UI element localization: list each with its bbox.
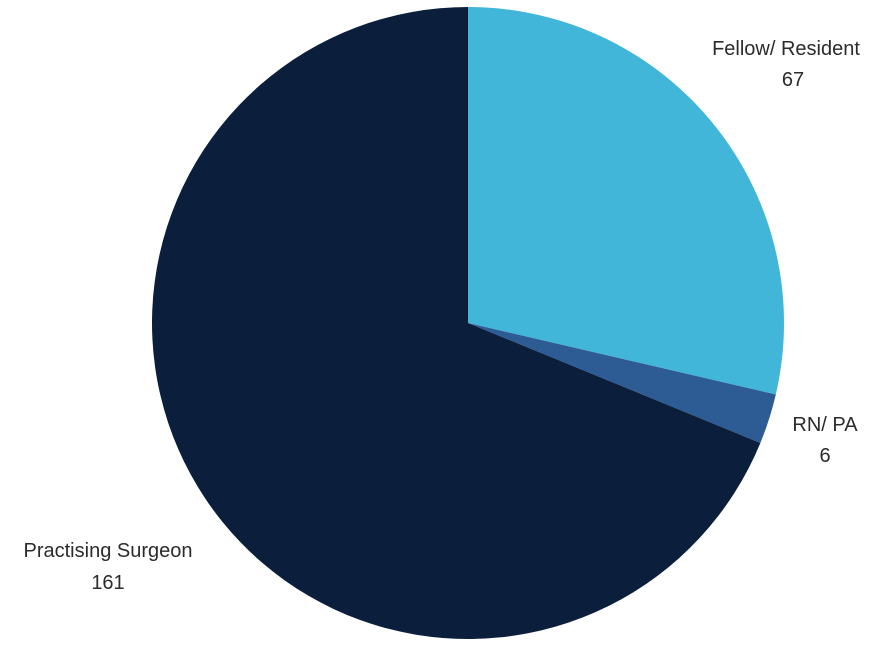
slice-label-rn-pa: RN/ PA [792,414,858,436]
slice-value-practising-surgeon: 161 [91,572,124,594]
labels-layer: Fellow/ Resident 67 RN/ PA 6 Practising … [24,38,861,594]
pie-slice-practising-surgeon [152,7,761,639]
pie-slice-rn-pa [468,323,776,443]
slice-label-fellow-resident: Fellow/ Resident [712,38,860,60]
slices-layer [152,7,785,639]
slice-label-practising-surgeon: Practising Surgeon [24,540,193,562]
slice-value-fellow-resident: 67 [782,69,804,91]
slice-value-rn-pa: 6 [819,445,830,467]
pie-slice-fellow-resident [468,7,785,395]
